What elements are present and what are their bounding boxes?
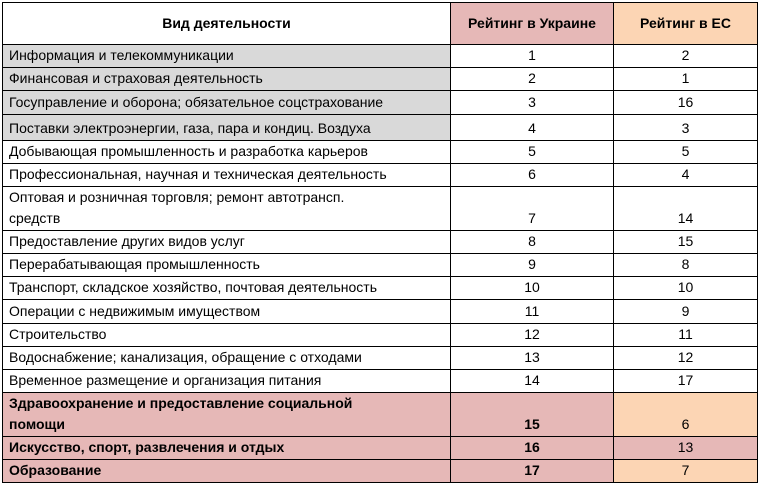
- rank-cell: 4: [613, 163, 758, 187]
- activity-cell: Образование: [2, 459, 451, 483]
- activity-cell: Перерабатывающая промышленность: [2, 253, 451, 277]
- table-row: Искусство, спорт, развлечения и отдых 16 1…: [2, 436, 758, 460]
- rank-cell: 16: [613, 90, 758, 115]
- rank-cell: 11: [613, 323, 758, 347]
- rank-cell: 15: [613, 230, 758, 254]
- table-row: Финансовая и страховая деятельность 2 1: [2, 67, 758, 91]
- rank-cell: 9: [613, 299, 758, 324]
- activity-cell: Транспорт, складское хозяйство, почтовая…: [2, 276, 451, 300]
- activity-cell: Поставки электроэнергии, газа, пара и ко…: [2, 114, 451, 141]
- table-row: Предоставление других видов услуг 8 15: [2, 230, 758, 254]
- rank-cell: 12: [450, 323, 614, 347]
- rank-cell: 1: [613, 67, 758, 91]
- activity-cell: Оптовая и розничная торговля; ремонт авт…: [2, 186, 451, 231]
- rank-cell: 15: [450, 392, 614, 437]
- activity-cell: Госуправление и оборона; обязательное со…: [2, 90, 451, 115]
- rank-cell: 7: [613, 459, 758, 483]
- activity-cell: Временное размещение и организация питан…: [2, 369, 451, 393]
- rank-cell: 8: [450, 230, 614, 254]
- rank-cell: 3: [450, 90, 614, 115]
- rank-cell: 6: [450, 163, 614, 187]
- table-row: Временное размещение и организация питан…: [2, 369, 758, 393]
- activity-cell: Строительство: [2, 323, 451, 347]
- rank-cell: 13: [613, 436, 758, 460]
- table-row: Операции с недвижимым имуществом 11 9: [2, 299, 758, 324]
- rank-cell: 16: [450, 436, 614, 460]
- rank-cell: 8: [613, 253, 758, 277]
- table-row: Поставки электроэнергии, газа, пара и ко…: [2, 114, 758, 141]
- table-row: Перерабатывающая промышленность 9 8: [2, 253, 758, 277]
- table-body: Информация и телекоммуникации 1 2 Финансова…: [2, 44, 758, 483]
- rank-cell: 3: [613, 114, 758, 141]
- header-cell: Рейтинг в Украине: [450, 2, 614, 45]
- table-row: Добывающая промышленность и разработка к…: [2, 140, 758, 164]
- rank-cell: 12: [613, 346, 758, 370]
- activity-cell: Финансовая и страховая деятельность: [2, 67, 451, 91]
- rank-cell: 1: [450, 44, 614, 68]
- activity-cell: Профессиональная, научная и техническая …: [2, 163, 451, 187]
- activity-cell: Водоснабжение; канализация, обращение с …: [2, 346, 451, 370]
- rank-cell: 2: [450, 67, 614, 91]
- rank-cell: 2: [613, 44, 758, 68]
- rank-cell: 5: [613, 140, 758, 164]
- rank-cell: 6: [613, 392, 758, 437]
- rank-cell: 13: [450, 346, 614, 370]
- rank-cell: 17: [450, 459, 614, 483]
- rank-cell: 5: [450, 140, 614, 164]
- rank-cell: 4: [450, 114, 614, 141]
- activity-cell: Искусство, спорт, развлечения и отдых: [2, 436, 451, 460]
- table-row: Профессиональная, научная и техническая …: [2, 163, 758, 187]
- rank-cell: 17: [613, 369, 758, 393]
- table-row: Водоснабжение; канализация, обращение с …: [2, 346, 758, 370]
- activity-cell: Операции с недвижимым имуществом: [2, 299, 451, 324]
- activity-cell: Здравоохранение и предоставление социаль…: [2, 392, 451, 437]
- table-row: Образование 17 7: [2, 459, 758, 483]
- table-row: Транспорт, складское хозяйство, почтовая…: [2, 276, 758, 300]
- rank-cell: 14: [450, 369, 614, 393]
- rank-cell: 10: [613, 276, 758, 300]
- table-row: Информация и телекоммуникации 1 2: [2, 44, 758, 68]
- header-cell: Вид деятельности: [2, 2, 451, 45]
- rank-cell: 7: [450, 186, 614, 231]
- rank-cell: 10: [450, 276, 614, 300]
- table-row: Госуправление и оборона; обязательное со…: [2, 90, 758, 115]
- activity-cell: Добывающая промышленность и разработка к…: [2, 140, 451, 164]
- rank-cell: 14: [613, 186, 758, 231]
- table-row: Оптовая и розничная торговля; ремонт авт…: [2, 186, 758, 231]
- header-row: Вид деятельности Рейтинг в Украине Рейти…: [2, 2, 758, 45]
- table-row: Здравоохранение и предоставление социаль…: [2, 392, 758, 437]
- activity-cell: Предоставление других видов услуг: [2, 230, 451, 254]
- table-row: Строительство 12 11: [2, 323, 758, 347]
- activity-cell: Информация и телекоммуникации: [2, 44, 451, 68]
- rank-cell: 11: [450, 299, 614, 324]
- rank-cell: 9: [450, 253, 614, 277]
- header-cell: Рейтинг в ЕС: [613, 2, 758, 45]
